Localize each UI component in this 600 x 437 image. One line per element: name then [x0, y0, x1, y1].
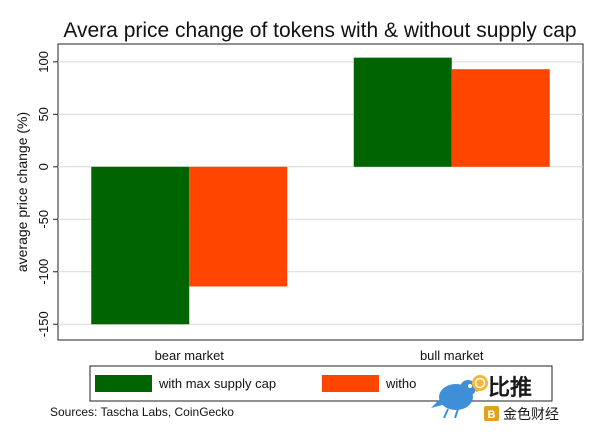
y-tick-labels: 100 50 0 -50 -100 -150: [36, 51, 58, 337]
bar-without-cap-bear: [189, 166, 288, 287]
bar-without-cap-bull: [451, 69, 550, 167]
legend-swatch-without-cap: [322, 375, 379, 392]
gold-logo-icon: B: [484, 406, 499, 421]
bar-with-cap-bear: [91, 166, 190, 325]
y-tick-label: -150: [36, 311, 51, 337]
chart-title: Avera price change of tokens with & with…: [63, 19, 576, 42]
y-tick-label: 100: [36, 51, 51, 73]
coin-logo-icon: [472, 375, 488, 391]
y-axis-label: average price change (%): [14, 112, 30, 272]
legend-label-without-cap: witho: [385, 376, 416, 391]
bars: [91, 57, 550, 325]
watermark-line1: 比推: [488, 375, 532, 400]
y-tick-label: 50: [36, 107, 51, 121]
legend-swatch-with-cap: [95, 375, 152, 392]
y-tick-label: -50: [36, 210, 51, 229]
x-tick-label: bear market: [155, 348, 225, 363]
legend-label-with-cap: with max supply cap: [158, 376, 276, 391]
bar-with-cap-bull: [353, 57, 452, 167]
watermark-line2: 金色财经: [503, 406, 559, 422]
y-tick-label: -100: [36, 259, 51, 285]
y-tick-label: 0: [36, 163, 51, 170]
source-note: Sources: Tascha Labs, CoinGecko: [50, 405, 234, 419]
x-tick-labels: bear market bull market: [155, 348, 484, 363]
x-tick-label: bull market: [420, 348, 484, 363]
svg-text:B: B: [488, 409, 496, 421]
watermark: 比推 B 金色财经: [431, 375, 559, 422]
